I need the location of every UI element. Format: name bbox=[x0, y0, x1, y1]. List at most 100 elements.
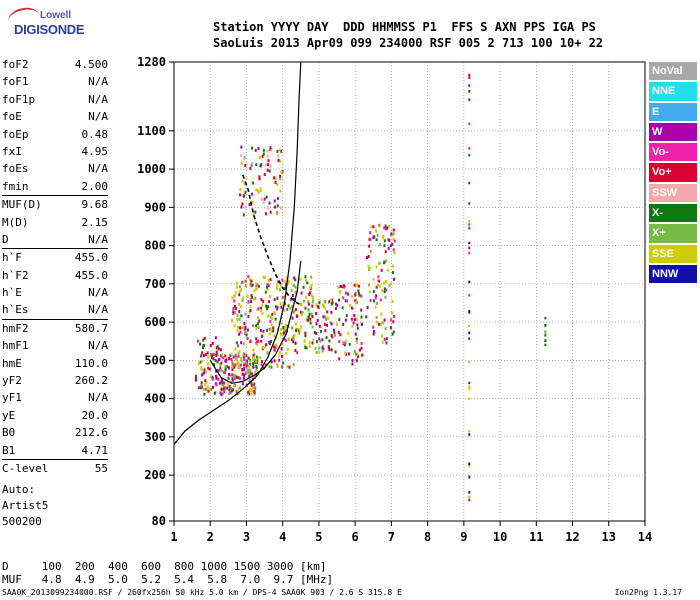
data-point bbox=[276, 284, 279, 288]
data-point bbox=[368, 266, 371, 270]
data-point bbox=[280, 149, 283, 153]
data-point bbox=[254, 210, 257, 214]
data-point bbox=[335, 322, 338, 326]
param-name: h`F2 bbox=[2, 268, 29, 282]
data-point bbox=[204, 353, 207, 357]
data-point bbox=[200, 384, 203, 388]
data-point bbox=[240, 341, 243, 345]
data-point bbox=[219, 391, 222, 395]
data-point bbox=[207, 355, 210, 359]
data-point bbox=[244, 312, 247, 316]
data-point bbox=[236, 325, 239, 329]
data-point bbox=[266, 149, 269, 153]
distance-row: D 100 200 400 600 800 1000 1500 3000 [km… bbox=[2, 560, 327, 573]
data-point bbox=[327, 316, 330, 320]
data-point bbox=[304, 334, 307, 338]
data-point bbox=[360, 346, 363, 350]
data-point bbox=[374, 305, 377, 309]
data-point bbox=[216, 344, 219, 348]
data-point bbox=[278, 358, 281, 362]
data-point bbox=[544, 334, 547, 337]
data-point bbox=[308, 312, 311, 316]
data-point bbox=[269, 148, 272, 152]
y-tick-label: 300 bbox=[144, 430, 166, 444]
data-point bbox=[238, 365, 241, 369]
data-point bbox=[468, 251, 471, 255]
data-point bbox=[276, 305, 279, 309]
data-point bbox=[381, 321, 384, 325]
data-point bbox=[352, 307, 355, 311]
data-point bbox=[231, 359, 234, 363]
data-point bbox=[223, 371, 226, 375]
data-point bbox=[350, 317, 353, 321]
data-point bbox=[305, 295, 308, 299]
data-point bbox=[468, 387, 471, 390]
data-point bbox=[304, 306, 307, 310]
data-point bbox=[215, 376, 218, 380]
data-point bbox=[247, 390, 250, 394]
legend-item: X- bbox=[649, 204, 697, 223]
data-point bbox=[384, 279, 387, 283]
data-point bbox=[239, 357, 242, 361]
data-point bbox=[307, 318, 310, 322]
data-point bbox=[377, 224, 380, 228]
data-point bbox=[302, 299, 305, 303]
data-point bbox=[238, 289, 241, 293]
data-point bbox=[255, 324, 258, 328]
data-point bbox=[235, 390, 238, 394]
y-tick-label: 1280 bbox=[137, 55, 166, 69]
data-point bbox=[378, 261, 381, 265]
data-point bbox=[262, 152, 265, 156]
data-point bbox=[216, 353, 219, 357]
data-point bbox=[378, 279, 381, 283]
data-point bbox=[212, 357, 215, 361]
data-point bbox=[254, 361, 257, 365]
data-point bbox=[233, 384, 236, 388]
param-row: hmF1 N/A bbox=[2, 337, 108, 354]
data-point bbox=[354, 301, 357, 305]
param-name: fmin bbox=[2, 179, 29, 193]
data-point bbox=[338, 340, 341, 344]
data-point bbox=[383, 337, 386, 341]
data-point bbox=[279, 288, 282, 292]
data-point bbox=[268, 169, 271, 173]
data-point bbox=[253, 390, 256, 394]
data-point bbox=[235, 285, 238, 289]
data-point bbox=[287, 304, 290, 308]
param-row: B0 212.6 bbox=[2, 424, 108, 441]
data-point bbox=[234, 290, 237, 294]
data-point bbox=[347, 331, 350, 335]
data-point bbox=[252, 356, 255, 360]
data-point bbox=[232, 307, 235, 311]
legend-item: Vo- bbox=[649, 143, 697, 162]
data-point bbox=[260, 360, 263, 364]
data-point bbox=[221, 352, 224, 356]
param-value: N/A bbox=[88, 75, 108, 89]
data-point bbox=[276, 296, 279, 300]
data-point bbox=[237, 351, 240, 355]
data-point bbox=[269, 164, 272, 168]
data-point bbox=[273, 348, 276, 352]
data-point bbox=[385, 341, 388, 345]
data-point bbox=[252, 348, 255, 352]
param-row: yF1 N/A bbox=[2, 389, 108, 406]
data-point bbox=[357, 289, 360, 293]
data-point bbox=[232, 355, 235, 359]
data-point bbox=[320, 329, 323, 333]
data-point bbox=[231, 368, 234, 372]
data-point bbox=[468, 464, 471, 468]
param-name: hmE bbox=[2, 356, 22, 370]
data-point bbox=[284, 326, 287, 330]
data-point bbox=[316, 304, 319, 308]
x-tick-label: 2 bbox=[207, 530, 214, 544]
data-point bbox=[246, 337, 249, 341]
data-point bbox=[383, 239, 386, 243]
data-point bbox=[242, 325, 245, 329]
data-point bbox=[353, 349, 356, 353]
data-point bbox=[307, 300, 310, 304]
data-point bbox=[356, 352, 359, 356]
param-value: 4.71 bbox=[81, 443, 109, 457]
data-point bbox=[468, 337, 471, 340]
data-point bbox=[334, 333, 337, 337]
data-point bbox=[262, 300, 265, 304]
